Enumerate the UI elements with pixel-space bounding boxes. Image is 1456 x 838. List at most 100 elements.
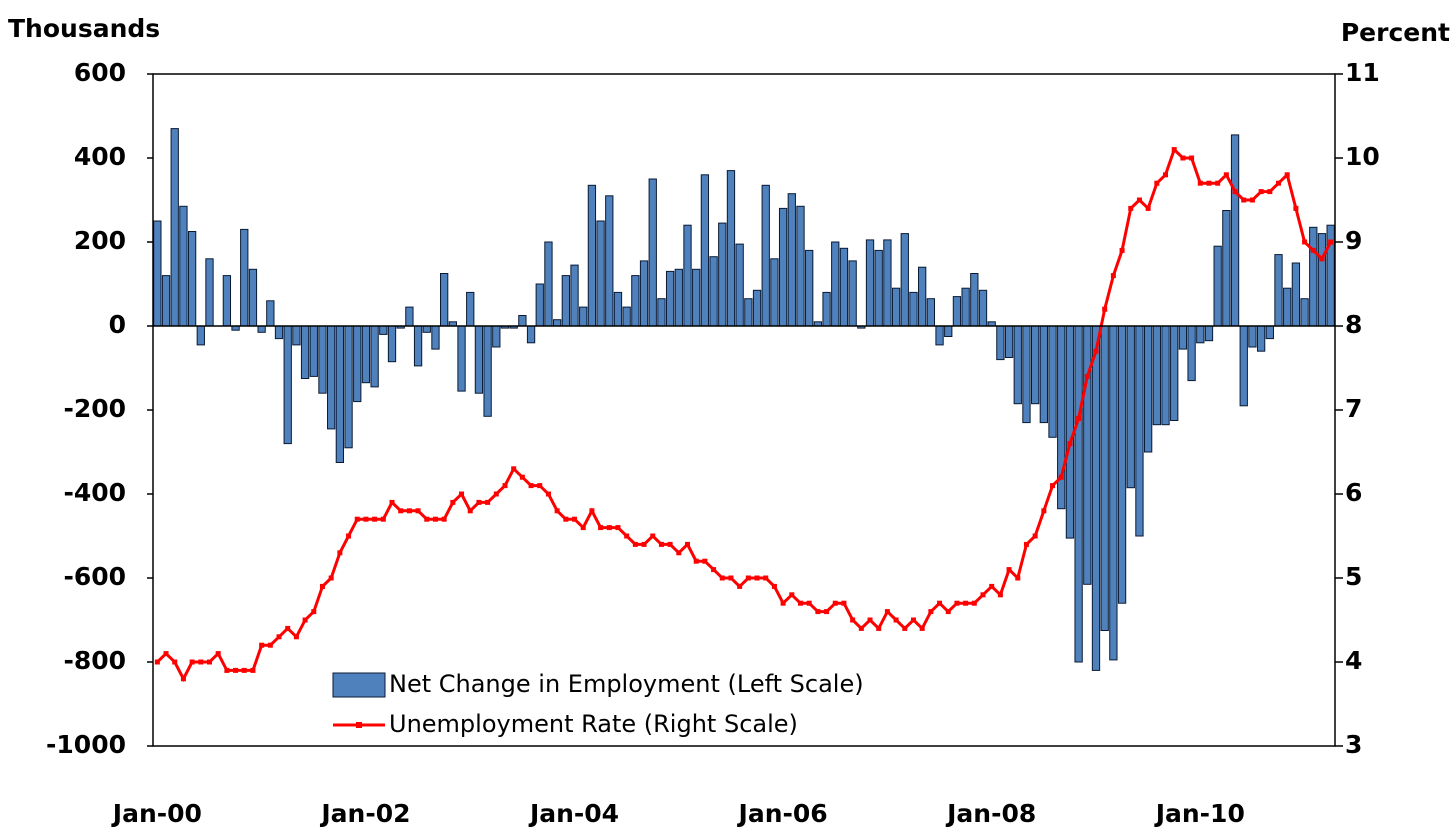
y2-tick-label: 3 (1345, 730, 1362, 759)
bar (665, 270, 675, 327)
line-marker (233, 667, 239, 673)
bar (292, 325, 301, 346)
line-marker (910, 617, 916, 623)
line-marker (754, 575, 760, 581)
bar (544, 241, 553, 327)
bar (474, 325, 484, 394)
y2-tick-label: 11 (1345, 58, 1380, 87)
bar (1204, 325, 1214, 342)
line-marker (302, 617, 308, 623)
line-marker (1197, 180, 1203, 186)
legend-label: Net Change in Employment (Left Scale) (389, 670, 864, 698)
bar (1143, 325, 1153, 453)
line-marker (1015, 575, 1021, 581)
x-tick-label: Jan-10 (1154, 799, 1245, 828)
bar (344, 325, 353, 449)
y-tick-label: -1000 (46, 730, 126, 759)
bar (1274, 254, 1283, 327)
line-marker (1276, 180, 1282, 186)
bar (1283, 287, 1292, 327)
line-marker (441, 516, 447, 522)
bar (1300, 298, 1309, 327)
line-marker (1249, 197, 1255, 203)
line-marker (971, 600, 977, 606)
line-marker (172, 659, 178, 665)
line-marker (1310, 247, 1316, 253)
bar (361, 325, 371, 384)
line-marker (850, 617, 856, 623)
line-marker (415, 508, 421, 514)
line-marker (354, 516, 360, 522)
line-marker (346, 533, 352, 539)
line-marker (250, 667, 256, 673)
line-marker (1232, 189, 1238, 195)
bar (1213, 245, 1222, 327)
line-marker (980, 592, 986, 598)
bar (744, 298, 753, 327)
bar (900, 233, 909, 327)
line-marker (667, 541, 673, 547)
bar (327, 325, 336, 430)
bar (405, 306, 414, 327)
bar (431, 325, 440, 350)
bar (222, 275, 232, 327)
bar (1178, 325, 1188, 350)
bar (1309, 226, 1318, 327)
line-marker (319, 583, 325, 589)
bar (752, 289, 762, 327)
bar (839, 247, 849, 327)
line-marker (1084, 373, 1090, 379)
bar (1135, 325, 1144, 537)
line-marker (224, 667, 230, 673)
bar (674, 268, 683, 327)
line-marker (884, 609, 890, 615)
line-marker (502, 483, 508, 489)
line-marker (163, 651, 169, 657)
bar (1222, 210, 1231, 327)
line-marker (1032, 533, 1038, 539)
y-tick-label: 200 (74, 226, 126, 255)
y2-tick-label: 6 (1345, 478, 1362, 507)
line-marker (1041, 508, 1047, 514)
line-marker (1058, 474, 1064, 480)
line-marker (902, 625, 908, 631)
bar (300, 325, 310, 379)
line-marker (693, 558, 699, 564)
bar (1239, 325, 1248, 407)
bar (440, 273, 449, 327)
bar (1256, 325, 1266, 352)
line-marker (676, 550, 682, 556)
y2-tick-label: 7 (1345, 394, 1362, 423)
bar (422, 325, 431, 333)
line-marker (424, 516, 430, 522)
x-tick-label: Jan-00 (111, 799, 202, 828)
line-marker (1241, 197, 1247, 203)
bar (622, 306, 631, 327)
bar (257, 325, 266, 333)
line-marker (650, 533, 656, 539)
bar (935, 325, 944, 346)
line-marker (919, 625, 925, 631)
line-marker (311, 609, 317, 615)
line-marker (624, 533, 630, 539)
line-marker (954, 600, 960, 606)
bar (1196, 325, 1205, 344)
line-marker (937, 600, 943, 606)
line-marker (928, 609, 934, 615)
line-marker (259, 642, 265, 648)
bar (978, 289, 988, 327)
line-marker (537, 483, 543, 489)
y-tick-label: -200 (63, 394, 126, 423)
bar (918, 266, 927, 327)
bar (874, 249, 883, 327)
line-marker (1110, 273, 1116, 279)
line-marker (485, 499, 491, 505)
bar (787, 193, 796, 327)
line-marker (1163, 172, 1169, 178)
bar (605, 195, 614, 327)
bar (831, 241, 840, 327)
line-marker (293, 634, 299, 640)
bar (283, 325, 292, 445)
bar (187, 231, 197, 327)
bar (805, 249, 814, 327)
